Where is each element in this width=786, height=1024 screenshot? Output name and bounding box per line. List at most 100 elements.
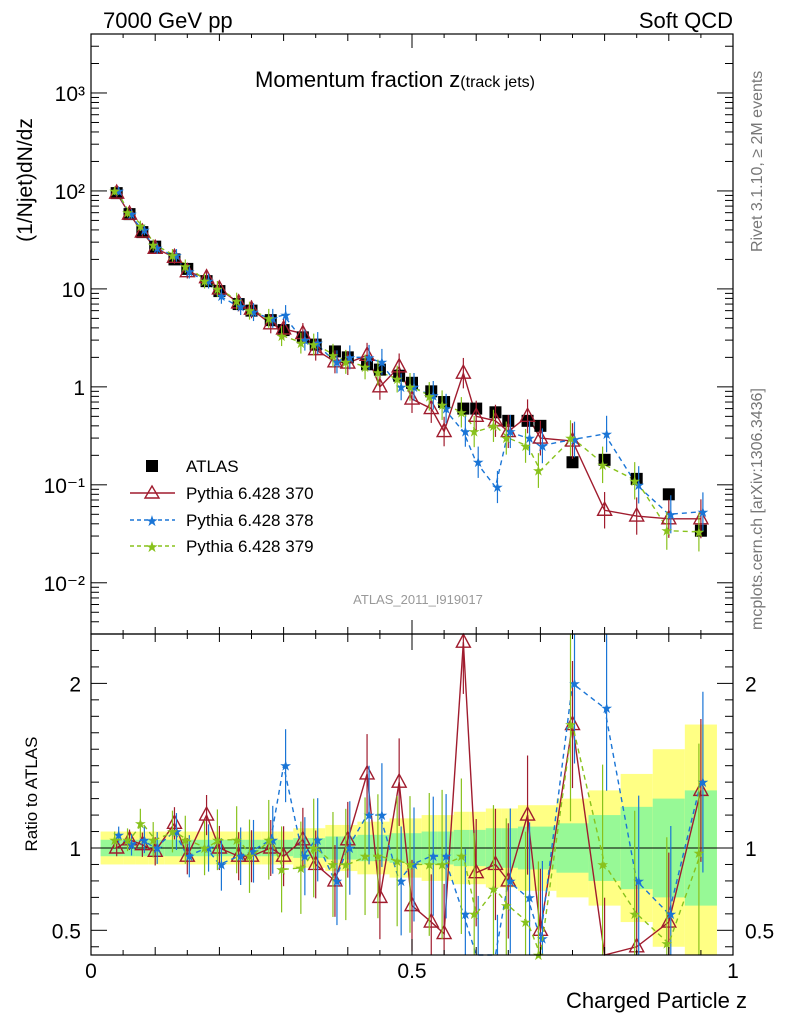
- mc370-point: [371, 377, 389, 393]
- mc370-point: [121, 204, 138, 220]
- ratio-uncertainty-bands: [100, 724, 717, 955]
- mc370-point: [660, 509, 677, 525]
- ratio-star-point: ★: [519, 914, 532, 930]
- ratio-star-point: ★: [230, 832, 243, 848]
- main-data-marks: ★★★★ ★★★★★ ★ ★ ★★ ★★ ★ ★ ★★ ★★★★★★★ ★ ★ ★ ★★★ ★★★★★★★★…: [108, 183, 709, 552]
- xtick-label: 0.5: [397, 960, 426, 983]
- ratio-mc370-point: [147, 841, 164, 857]
- ratio-star-point: ★: [198, 840, 211, 856]
- mc-star-point: ★: [234, 299, 247, 315]
- main-ytick-label: 1: [73, 377, 85, 400]
- mc-star-point: ★: [632, 477, 645, 493]
- ratio-ytick-label-right: 0.5: [745, 920, 774, 943]
- ratio-star-point: ★: [359, 848, 372, 864]
- ratio-ytick-label-right: 1: [745, 838, 757, 861]
- mc-star-point: ★: [661, 523, 674, 539]
- mc-star-point: ★: [266, 310, 279, 326]
- ratio-mc370-point: [435, 924, 453, 940]
- ratio-mc370-point: [468, 863, 485, 879]
- ratio-star-point: ★: [279, 758, 292, 774]
- mc370-point: [564, 431, 581, 447]
- mc-star-point: ★: [147, 237, 160, 253]
- atlas-point: [598, 453, 611, 466]
- ratio-star-point: ★: [372, 848, 385, 864]
- main-ytick-label: 10³: [55, 83, 85, 106]
- ratio-mc370-point: [243, 846, 260, 862]
- ratio-ytick-label: 2: [69, 673, 81, 696]
- ratio-star-point: ★: [564, 717, 577, 733]
- mc370-point: [198, 268, 215, 284]
- atlas-point: [425, 385, 438, 398]
- ratio-star-point: ★: [693, 845, 706, 861]
- mc-star-point: ★: [395, 379, 408, 395]
- legend-marker-370: [143, 484, 161, 499]
- mc-star-point: ★: [491, 479, 504, 495]
- ratio-mc370-point: [390, 772, 408, 788]
- main-ylabel: (1/Njet)dN/dz: [14, 118, 37, 242]
- mc-star-point: ★: [596, 457, 609, 473]
- mc-star-point: ★: [423, 388, 436, 404]
- main-title-symbol: z: [449, 67, 460, 92]
- mc-star-point: ★: [215, 288, 228, 304]
- ratio-star-point: ★: [266, 832, 279, 848]
- mc-star-point: ★: [198, 273, 211, 289]
- ratio-mc370-point: [275, 846, 292, 862]
- mc-star-point: ★: [230, 293, 243, 309]
- watermark: ATLAS_2011_I919017: [353, 592, 483, 607]
- mc-star-point: ★: [121, 205, 134, 221]
- mc-star-point: ★: [247, 304, 260, 320]
- mc-star-point: ★: [665, 506, 678, 522]
- mc370-point: [455, 363, 472, 379]
- header-left: 7000 GeV pp: [103, 8, 233, 33]
- ratio-star-point: ★: [183, 848, 196, 864]
- ratio-mc370-point: [564, 715, 581, 731]
- ratio-star-point: ★: [504, 873, 517, 889]
- mc370-point: [358, 345, 376, 361]
- mc-star-point: ★: [372, 365, 385, 381]
- ratio-star-point: ★: [327, 856, 340, 872]
- ratio-mc370-point: [326, 871, 344, 887]
- mc-star-point: ★: [523, 430, 536, 446]
- atlas-point: [373, 363, 386, 376]
- side-label-top: Rivet 3.1.10, ≥ 2M events: [749, 71, 766, 252]
- mc-star-point: ★: [697, 504, 710, 520]
- atlas-point: [457, 402, 470, 415]
- ratio-star-point: ★: [427, 848, 440, 864]
- mc370-point: [147, 238, 164, 254]
- mc370-point: [435, 422, 453, 438]
- ratio-star-point: ★: [121, 832, 134, 848]
- ratio-mc370-point: [500, 871, 517, 887]
- mc-star-point: ★: [125, 206, 138, 222]
- legend-entry-378: ★ Pythia 6.428 378: [130, 511, 314, 530]
- ratio-star-point: ★: [661, 935, 674, 951]
- ratio-star-point: ★: [408, 856, 421, 872]
- ratio-star-point: ★: [596, 856, 609, 872]
- ratio-ylabel: Ratio to ATLAS: [22, 737, 41, 852]
- mc-star-point: ★: [391, 371, 404, 387]
- mc370-point: [339, 353, 356, 369]
- ratio-data-marks: ★★ ★★★★★★★ ★★★★★★★★ ★★★★ ★★★★★★★★★★★ ★★★★★★★ ★…: [108, 632, 709, 963]
- ratio-star-point: ★: [234, 848, 247, 864]
- mc-star-point: ★: [427, 387, 440, 403]
- header-right: Soft QCD: [639, 8, 733, 33]
- mc-star-point: ★: [138, 222, 151, 238]
- mc370-point: [262, 314, 279, 330]
- mc370-point: [500, 422, 517, 438]
- ratio-star-point: ★: [134, 815, 147, 831]
- mc370-point: [179, 262, 196, 278]
- mc-star-point: ★: [519, 438, 532, 454]
- mc-star-point: ★: [408, 379, 421, 395]
- legend-marker-379: ★: [145, 539, 158, 556]
- mc-star-point: ★: [693, 524, 706, 540]
- ratio-mc370-point: [121, 830, 138, 846]
- legend-label-379: Pythia 6.428 379: [186, 537, 314, 556]
- mc-star-point: ★: [166, 247, 179, 263]
- legend-label-378: Pythia 6.428 378: [186, 511, 314, 530]
- mc-star-point: ★: [275, 328, 288, 344]
- mc-star-point: ★: [202, 273, 215, 289]
- ratio-mc370-point: [134, 835, 151, 851]
- legend-label-atlas: ATLAS: [186, 457, 239, 476]
- mc370-point: [403, 389, 421, 405]
- mc370-point: [307, 340, 324, 356]
